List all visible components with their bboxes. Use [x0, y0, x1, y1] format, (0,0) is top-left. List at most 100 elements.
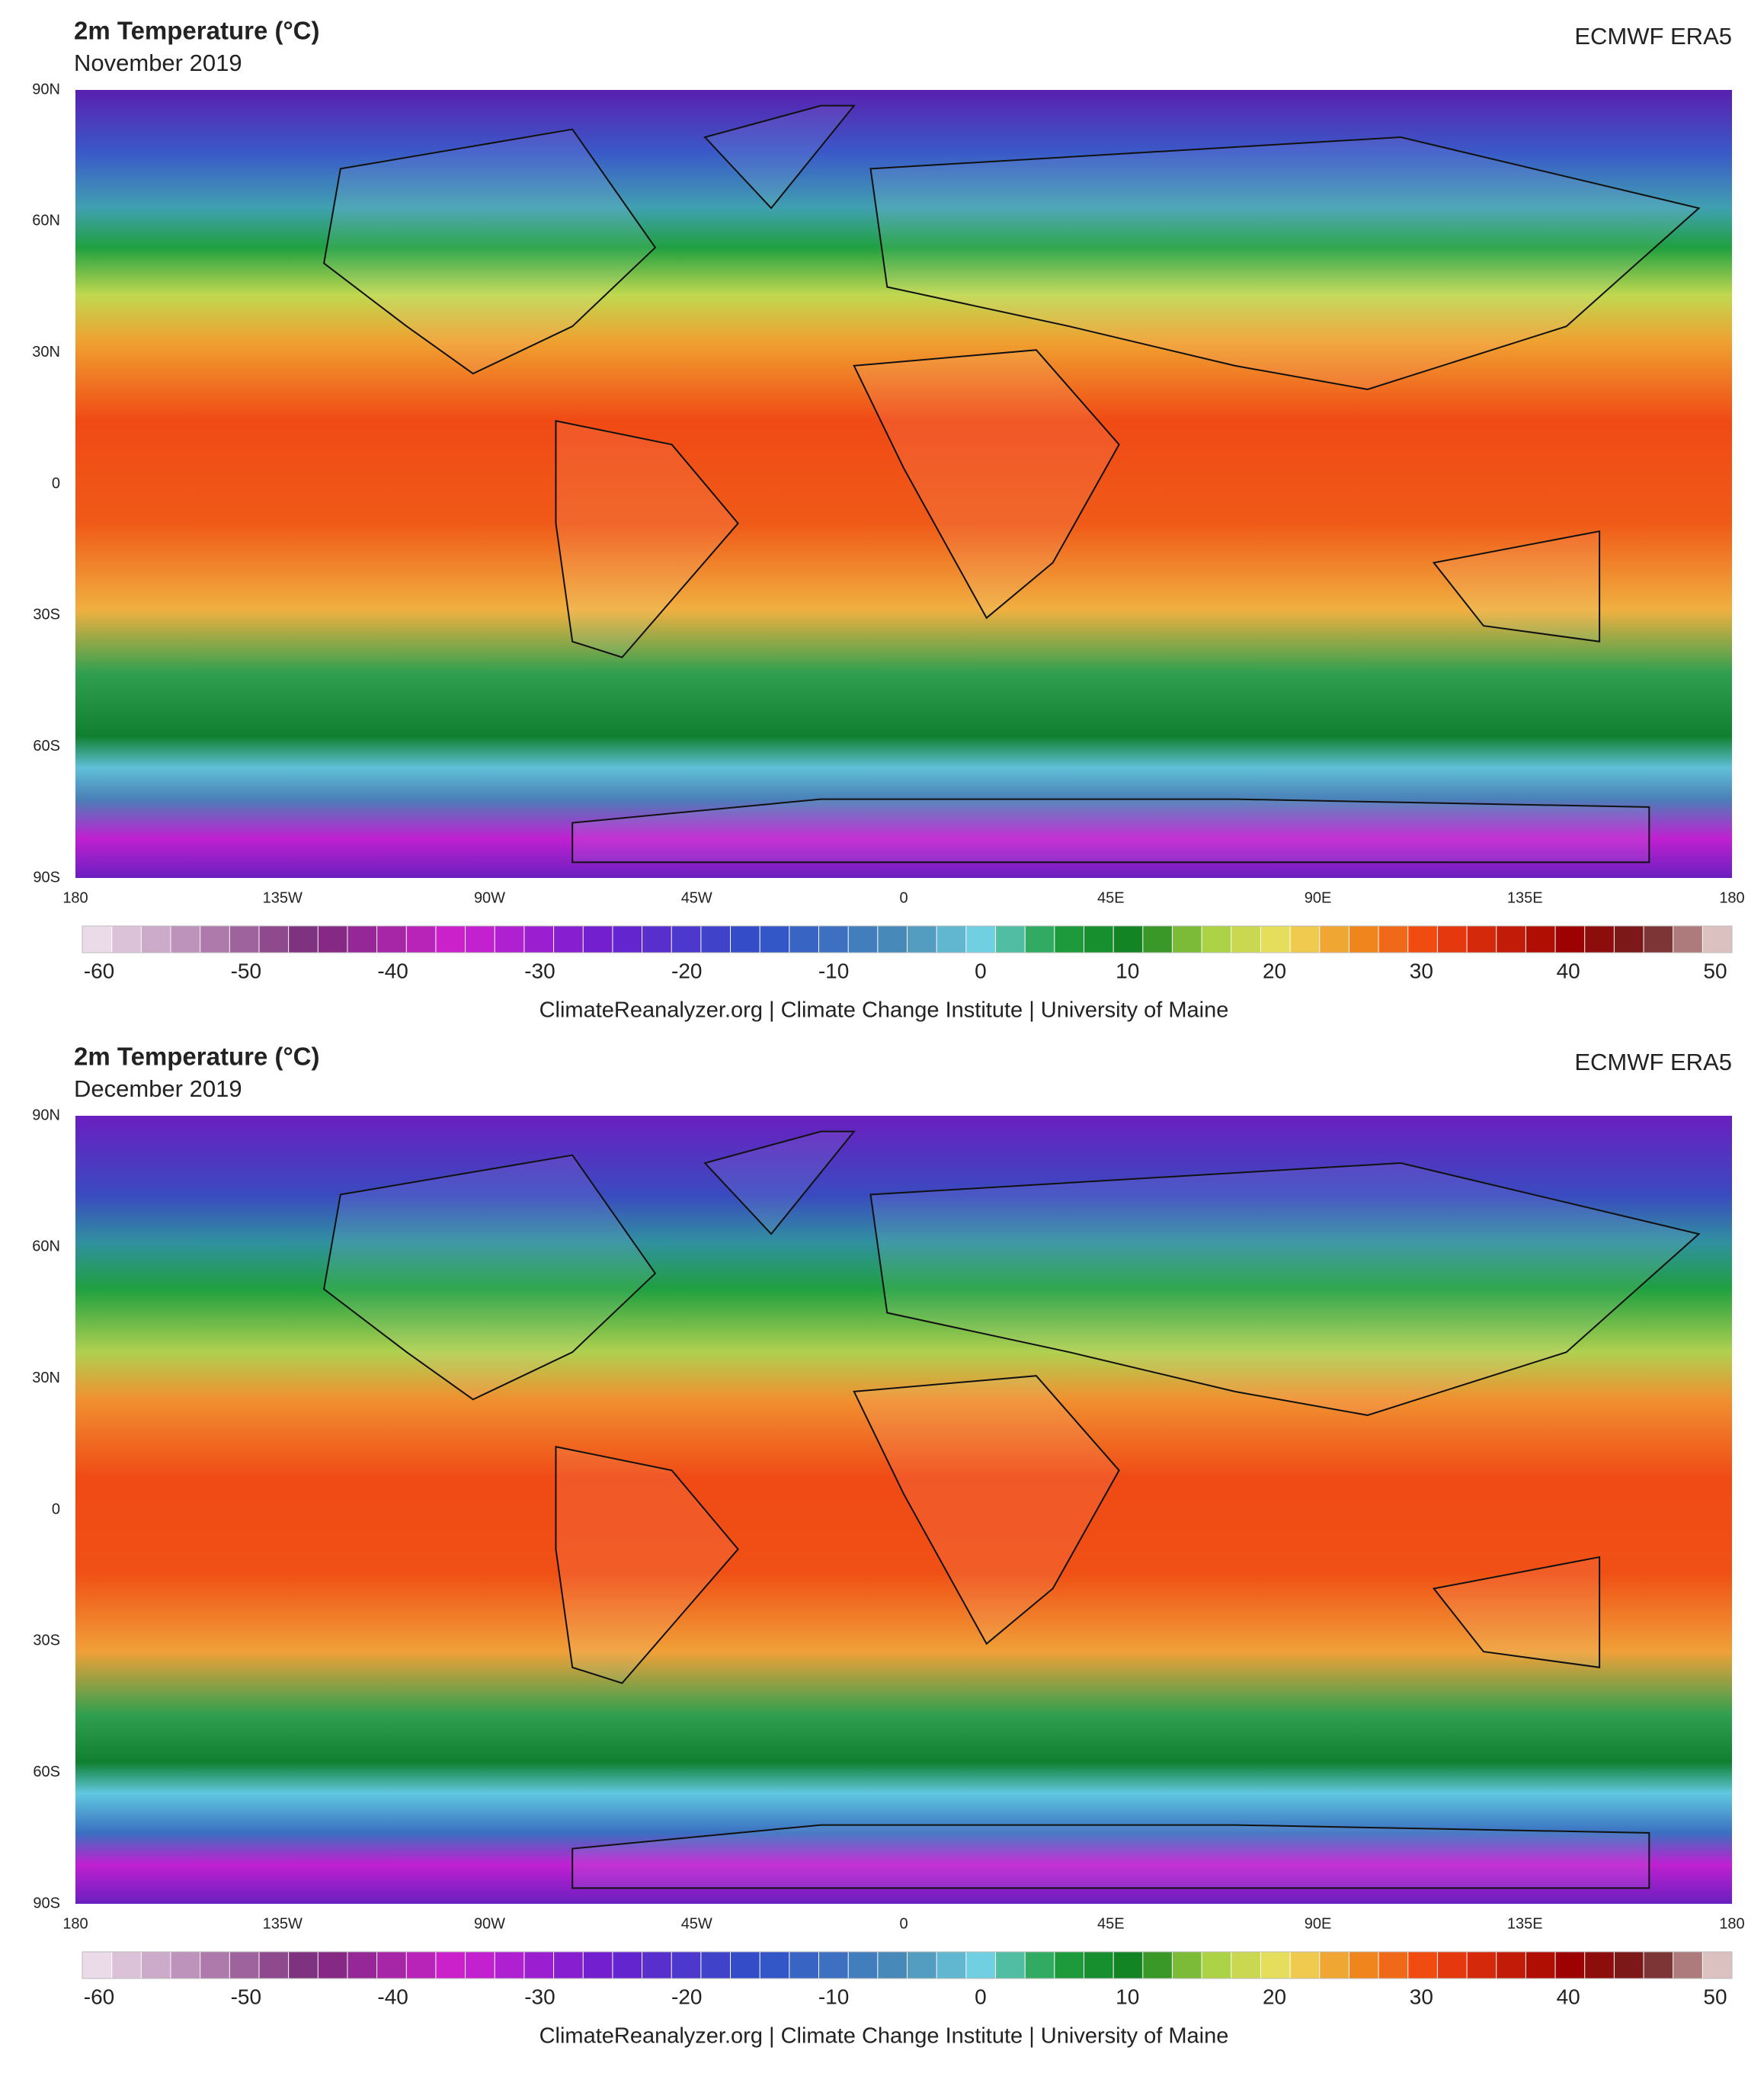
map-source: ECMWF ERA5: [1574, 23, 1732, 50]
colorbar-cell: [671, 1951, 702, 1979]
latitude-label: 0: [52, 1501, 60, 1517]
colorbar-cell: [376, 1951, 408, 1979]
longitude-label: 90W: [474, 1915, 505, 1932]
colorbar-tick-label: -20: [671, 959, 702, 982]
coastline: [323, 1154, 657, 1401]
colorbar-cell: [553, 1951, 584, 1979]
longitude-label: 135W: [263, 1915, 303, 1932]
colorbar-tick-label: 10: [1116, 1985, 1139, 2008]
colorbar-cell: [1673, 1951, 1704, 1979]
colorbar-cell: [1554, 925, 1586, 953]
colorbar-tick-label: 10: [1116, 959, 1139, 982]
colorbar-cell: [435, 925, 466, 953]
colorbar-tick-label: -40: [377, 1985, 408, 2008]
latitude-label: 0: [52, 475, 60, 492]
colorbar-cell: [1613, 925, 1645, 953]
colorbar-cell: [1554, 1951, 1586, 1979]
coastline: [869, 1162, 1701, 1416]
colorbar-tick-label: 40: [1557, 1985, 1580, 2008]
longitude-label: 90W: [474, 889, 505, 906]
colorbar-cell: [1319, 925, 1350, 953]
colorbar-cell: [730, 1951, 761, 1979]
longitude-label: 0: [899, 889, 908, 906]
colorbar-tick-label: -20: [671, 1985, 702, 2008]
colorbar-cell: [1466, 925, 1497, 953]
colorbar-frame: [82, 1951, 1733, 1979]
colorbar-cell: [200, 1951, 231, 1979]
latitude-label: 30N: [32, 344, 60, 360]
coastline: [703, 104, 856, 210]
colorbar-cell: [317, 1951, 348, 1979]
colorbar-cell: [1378, 1951, 1409, 1979]
latitude-label: 30S: [33, 1632, 60, 1649]
colorbar-cell: [258, 925, 290, 953]
latitude-label: 90N: [32, 81, 60, 98]
map-panel: 2m Temperature (°C) December 2019 ECMWF ER…: [32, 1043, 1744, 2049]
latitude-label: 60S: [33, 738, 60, 755]
colorbar-cell: [140, 925, 171, 953]
colorbar-cell: [553, 925, 584, 953]
colorbar-cell: [759, 925, 790, 953]
colorbar-tick-label: 30: [1410, 1985, 1433, 2008]
colorbar-cell: [1702, 1951, 1734, 1979]
longitude-label: 45E: [1097, 1915, 1125, 1932]
longitude-label: 135E: [1507, 889, 1543, 906]
colorbar-cell: [789, 1951, 820, 1979]
colorbar-cell: [1113, 1951, 1144, 1979]
colorbar-tick-label: 50: [1703, 1985, 1727, 2008]
coastline: [1432, 1556, 1601, 1668]
colorbar-cell: [82, 925, 113, 953]
longitude-label: 90E: [1305, 889, 1332, 906]
colorbar-cell: [111, 925, 142, 953]
colorbar-cell: [229, 925, 260, 953]
longitude-label: 45W: [681, 1915, 712, 1932]
colorbar-tick-label: 0: [975, 1985, 987, 2008]
coastline: [853, 349, 1120, 620]
colorbar-cell: [140, 1951, 171, 1979]
temperature-field: [75, 1116, 1732, 1904]
colorbar-cell: [612, 925, 643, 953]
colorbar-cell: [700, 925, 732, 953]
colorbar-cell: [1496, 1951, 1527, 1979]
colorbar-tick-label: -50: [231, 959, 261, 982]
colorbar-tick-label: 30: [1410, 959, 1433, 982]
longitude-label: 180: [62, 889, 88, 906]
colorbar-cell: [1024, 925, 1055, 953]
colorbar-cell: [1142, 925, 1173, 953]
coastline: [869, 136, 1701, 390]
colorbar-tick-label: 50: [1703, 959, 1727, 982]
latitude-label: 30N: [32, 1370, 60, 1386]
colorbar-cell: [200, 925, 231, 953]
colorbar-cell: [582, 925, 613, 953]
colorbar-cell: [994, 925, 1026, 953]
longitude-label: 90E: [1305, 1915, 1332, 1932]
longitude-label: 45W: [681, 889, 712, 906]
latitude-label: 60N: [32, 213, 60, 229]
colorbar-tick-label: -50: [231, 1985, 261, 2008]
colorbar-cell: [818, 925, 850, 953]
colorbar-cell: [229, 1951, 260, 1979]
coastline: [703, 1130, 856, 1235]
colorbar-cell: [965, 925, 997, 953]
colorbar-cell: [1054, 1951, 1085, 1979]
colorbar-cell: [465, 1951, 496, 1979]
colorbar-cell: [907, 925, 938, 953]
coastline: [1432, 530, 1601, 642]
colorbar-tick-label: -60: [84, 1985, 114, 2008]
colorbar-cell: [523, 1951, 555, 1979]
map-title: 2m Temperature (°C): [74, 17, 320, 45]
colorbar-cell: [759, 1951, 790, 1979]
colorbar-cell: [1083, 1951, 1115, 1979]
colorbar-tick-label: -30: [524, 1985, 555, 2008]
map-panel: 2m Temperature (°C) November 2019 ECMWF ER…: [32, 17, 1744, 1023]
colorbar-cell: [405, 925, 437, 953]
colorbar-cell: [1702, 925, 1734, 953]
colorbar-cell: [1260, 925, 1292, 953]
colorbar-cell: [1348, 925, 1380, 953]
colorbar-cell: [907, 1951, 938, 1979]
latitude-label: 30S: [33, 607, 60, 623]
colorbar-tick-label: 20: [1263, 1985, 1286, 2008]
coastline: [571, 798, 1650, 863]
map-source: ECMWF ERA5: [1574, 1049, 1732, 1075]
colorbar-cell: [1083, 925, 1115, 953]
